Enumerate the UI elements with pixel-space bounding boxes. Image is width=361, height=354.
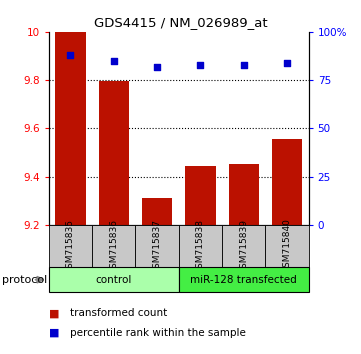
Bar: [179, 267, 309, 292]
Text: ■: ■: [49, 308, 59, 318]
Bar: [142, 198, 172, 225]
Text: GDS4415 / NM_026989_at: GDS4415 / NM_026989_at: [94, 16, 267, 29]
Bar: [135, 225, 179, 267]
Bar: [49, 225, 92, 267]
Point: [111, 58, 117, 64]
Bar: [229, 165, 259, 225]
Bar: [55, 32, 86, 225]
Text: GSM715836: GSM715836: [109, 218, 118, 274]
Text: GSM715838: GSM715838: [196, 218, 205, 274]
Bar: [179, 225, 222, 267]
Text: GSM715839: GSM715839: [239, 218, 248, 274]
Bar: [272, 139, 302, 225]
Bar: [265, 225, 309, 267]
Bar: [99, 81, 129, 225]
Point: [197, 62, 203, 68]
Bar: [185, 166, 216, 225]
Text: protocol: protocol: [2, 275, 47, 285]
Bar: [49, 267, 179, 292]
Text: GSM715837: GSM715837: [153, 218, 161, 274]
Text: control: control: [96, 275, 132, 285]
Point: [154, 64, 160, 69]
Text: ■: ■: [49, 328, 59, 338]
Text: transformed count: transformed count: [70, 308, 168, 318]
Text: GSM715835: GSM715835: [66, 218, 75, 274]
Bar: [222, 225, 265, 267]
Point: [284, 60, 290, 65]
Text: percentile rank within the sample: percentile rank within the sample: [70, 328, 246, 338]
Point: [68, 52, 73, 58]
Bar: [92, 225, 135, 267]
Text: GSM715840: GSM715840: [283, 218, 291, 274]
Point: [241, 62, 247, 68]
Text: miR-128 transfected: miR-128 transfected: [190, 275, 297, 285]
